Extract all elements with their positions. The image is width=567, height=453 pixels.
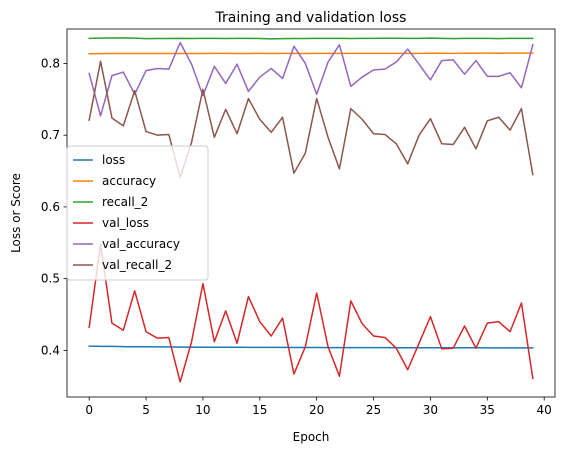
legend-entry: accuracy xyxy=(102,174,156,188)
legend-entry: loss xyxy=(102,153,125,167)
series-layer xyxy=(88,37,534,383)
x-axis-label: Epoch xyxy=(293,430,330,444)
series-line-val-recall-2 xyxy=(88,60,534,179)
x-tick-label: 15 xyxy=(252,403,267,417)
y-tick-label: 0.6 xyxy=(41,200,60,214)
x-tick-label: 25 xyxy=(366,403,381,417)
legend: loss accuracy recall_2 val_loss val_accuracy… xyxy=(66,145,209,281)
series-line-accuracy xyxy=(88,52,534,55)
x-tick-label: 5 xyxy=(142,403,150,417)
x-tick-label: 20 xyxy=(309,403,324,417)
legend-box xyxy=(66,145,209,281)
y-tick-label: 0.7 xyxy=(41,128,60,142)
y-tick-label: 0.5 xyxy=(41,272,60,286)
legend-entry: recall_2 xyxy=(102,195,148,209)
x-tick-label: 10 xyxy=(195,403,210,417)
series-line-val-loss xyxy=(88,243,534,383)
series-line-val-accuracy xyxy=(88,41,534,117)
x-tick-label: 40 xyxy=(537,403,552,417)
legend-entry: val_loss xyxy=(102,216,149,230)
y-axis-label: Loss or Score xyxy=(9,173,23,253)
legend-entry: val_recall_2 xyxy=(102,258,172,272)
legend-entry: val_accuracy xyxy=(102,237,180,251)
x-tick-label: 30 xyxy=(423,403,438,417)
y-tick-label: 0.8 xyxy=(41,56,60,70)
x-tick-label: 0 xyxy=(85,403,93,417)
x-axis-ticks: 0 5 10 15 20 25 30 35 40 xyxy=(85,397,552,417)
y-tick-label: 0.4 xyxy=(41,343,60,357)
chart-title: Training and validation loss xyxy=(215,10,407,26)
series-line-loss xyxy=(88,345,534,349)
y-axis-ticks: 0.4 0.5 0.6 0.7 0.8 xyxy=(41,56,67,357)
x-tick-label: 35 xyxy=(480,403,495,417)
series-line-recall-2 xyxy=(88,37,534,40)
